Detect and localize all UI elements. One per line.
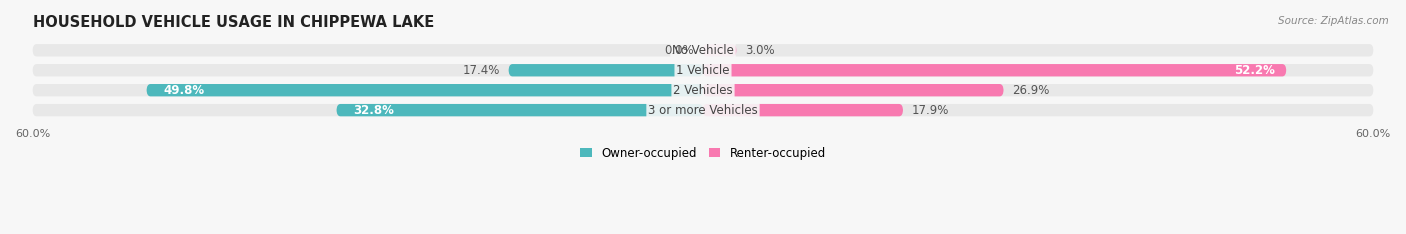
FancyBboxPatch shape: [32, 84, 1374, 96]
Text: 3 or more Vehicles: 3 or more Vehicles: [648, 104, 758, 117]
FancyBboxPatch shape: [32, 64, 1374, 77]
Text: 3.0%: 3.0%: [745, 44, 775, 57]
FancyBboxPatch shape: [509, 64, 703, 77]
Text: 17.9%: 17.9%: [912, 104, 949, 117]
Text: 0.0%: 0.0%: [665, 44, 695, 57]
Text: 49.8%: 49.8%: [163, 84, 204, 97]
Legend: Owner-occupied, Renter-occupied: Owner-occupied, Renter-occupied: [579, 146, 827, 160]
Text: HOUSEHOLD VEHICLE USAGE IN CHIPPEWA LAKE: HOUSEHOLD VEHICLE USAGE IN CHIPPEWA LAKE: [32, 15, 434, 30]
Text: Source: ZipAtlas.com: Source: ZipAtlas.com: [1278, 16, 1389, 26]
FancyBboxPatch shape: [32, 104, 1374, 116]
FancyBboxPatch shape: [32, 44, 1374, 56]
FancyBboxPatch shape: [703, 44, 737, 56]
Text: 2 Vehicles: 2 Vehicles: [673, 84, 733, 97]
Text: No Vehicle: No Vehicle: [672, 44, 734, 57]
FancyBboxPatch shape: [703, 104, 903, 116]
Text: 17.4%: 17.4%: [463, 64, 499, 77]
Text: 1 Vehicle: 1 Vehicle: [676, 64, 730, 77]
Text: 32.8%: 32.8%: [353, 104, 394, 117]
FancyBboxPatch shape: [336, 104, 703, 116]
Text: 52.2%: 52.2%: [1234, 64, 1275, 77]
FancyBboxPatch shape: [703, 64, 1286, 77]
FancyBboxPatch shape: [703, 84, 1004, 96]
Text: 26.9%: 26.9%: [1012, 84, 1050, 97]
FancyBboxPatch shape: [146, 84, 703, 96]
